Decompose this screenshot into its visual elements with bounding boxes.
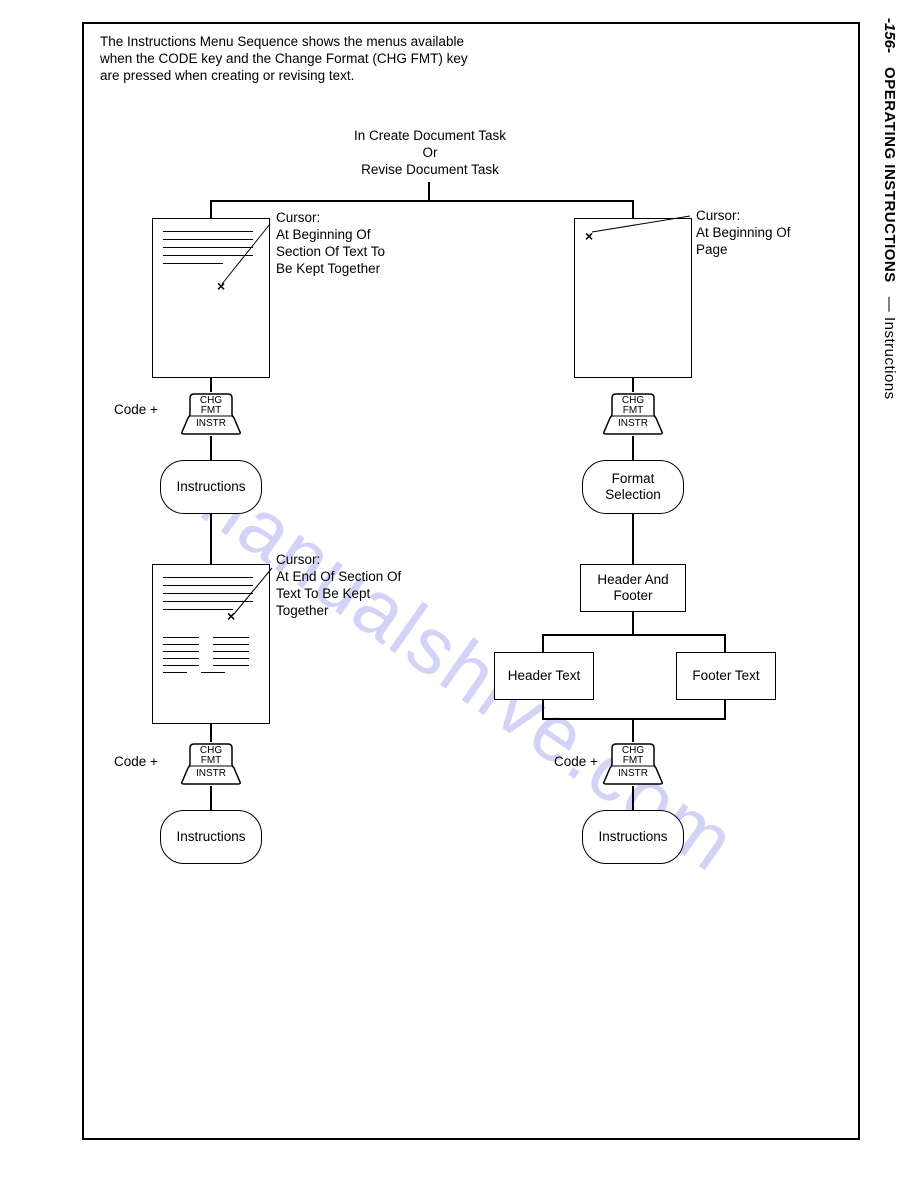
- cursor-note-1: Cursor: At Beginning Of Section Of Text …: [276, 210, 396, 278]
- callout-line: [220, 218, 280, 288]
- connector: [210, 378, 212, 392]
- key-bottom: INSTR: [180, 419, 242, 430]
- key-top: CHGFMT: [200, 395, 222, 416]
- cursor-text: At Beginning Of Page: [696, 225, 791, 257]
- intro-text: The Instructions Menu Sequence shows the…: [100, 34, 480, 85]
- root-title: In Create Document Task Or Revise Docume…: [300, 128, 560, 179]
- key-top: CHGFMT: [622, 745, 644, 766]
- menu-instructions-2: Instructions: [160, 810, 262, 864]
- page: -156- OPERATING INSTRUCTIONS — Instructi…: [0, 0, 918, 1188]
- menu-instructions-right: Instructions: [582, 810, 684, 864]
- connector: [210, 786, 212, 810]
- root-title-line2: Or: [423, 145, 438, 160]
- key-bottom: INSTR: [602, 769, 664, 780]
- key-top: CHGFMT: [622, 395, 644, 416]
- box-label: Footer Text: [692, 668, 759, 684]
- side-header-sub: — Instructions: [881, 297, 898, 400]
- connector: [210, 436, 212, 460]
- connector: [632, 718, 634, 742]
- menu-label: Format Selection: [583, 471, 683, 503]
- chg-fmt-key-icon: CHGFMT INSTR: [602, 392, 664, 436]
- cursor-text: At End Of Section Of Text To Be Kept Tog…: [276, 569, 401, 618]
- connector: [632, 612, 634, 634]
- connector: [428, 182, 430, 200]
- cursor-note-right: Cursor: At Beginning Of Page: [696, 208, 806, 259]
- menu-label: Instructions: [176, 829, 245, 845]
- root-title-line1: In Create Document Task: [354, 128, 506, 143]
- page-number: -156-: [881, 18, 898, 53]
- box-label: Header Text: [508, 668, 581, 684]
- key-bottom: INSTR: [180, 769, 242, 780]
- connector: [542, 700, 544, 718]
- chg-fmt-key-icon: CHGFMT INSTR: [180, 742, 242, 786]
- code-plus-label: Code +: [114, 754, 158, 771]
- connector: [210, 724, 212, 742]
- connector: [724, 700, 726, 718]
- connector: [632, 436, 634, 460]
- cursor-label: Cursor:: [276, 210, 320, 225]
- header-footer-box: Header And Footer: [580, 564, 686, 612]
- menu-label: Instructions: [176, 479, 245, 495]
- side-header: -156- OPERATING INSTRUCTIONS — Instructi…: [881, 18, 898, 400]
- connector: [210, 200, 212, 218]
- box-label: Header And Footer: [581, 572, 685, 604]
- connector: [632, 378, 634, 392]
- cursor-text: At Beginning Of Section Of Text To Be Ke…: [276, 227, 385, 276]
- key-top: CHGFMT: [200, 745, 222, 766]
- callout-line: [232, 564, 282, 620]
- document-icon: ×: [574, 218, 692, 378]
- connector: [724, 634, 726, 652]
- cursor-label: Cursor:: [276, 552, 320, 567]
- connector: [632, 514, 634, 564]
- callout-line: [590, 214, 694, 238]
- connector: [542, 634, 544, 652]
- cursor-note-2: Cursor: At End Of Section Of Text To Be …: [276, 552, 416, 620]
- chg-fmt-key-icon: CHGFMT INSTR: [602, 742, 664, 786]
- connector: [632, 786, 634, 810]
- side-header-main: OPERATING INSTRUCTIONS: [881, 67, 898, 283]
- menu-label: Instructions: [598, 829, 667, 845]
- connector: [542, 718, 726, 720]
- code-plus-label: Code +: [114, 402, 158, 419]
- connector: [210, 514, 212, 564]
- menu-instructions-1: Instructions: [160, 460, 262, 514]
- connector: [542, 634, 726, 636]
- code-plus-label: Code +: [554, 754, 598, 771]
- chg-fmt-key-icon: CHGFMT INSTR: [180, 392, 242, 436]
- cursor-label: Cursor:: [696, 208, 740, 223]
- header-text-box: Header Text: [494, 652, 594, 700]
- key-bottom: INSTR: [602, 419, 664, 430]
- connector: [210, 200, 634, 202]
- footer-text-box: Footer Text: [676, 652, 776, 700]
- menu-format-selection: Format Selection: [582, 460, 684, 514]
- root-title-line3: Revise Document Task: [361, 162, 499, 177]
- doc-columns: [163, 637, 249, 673]
